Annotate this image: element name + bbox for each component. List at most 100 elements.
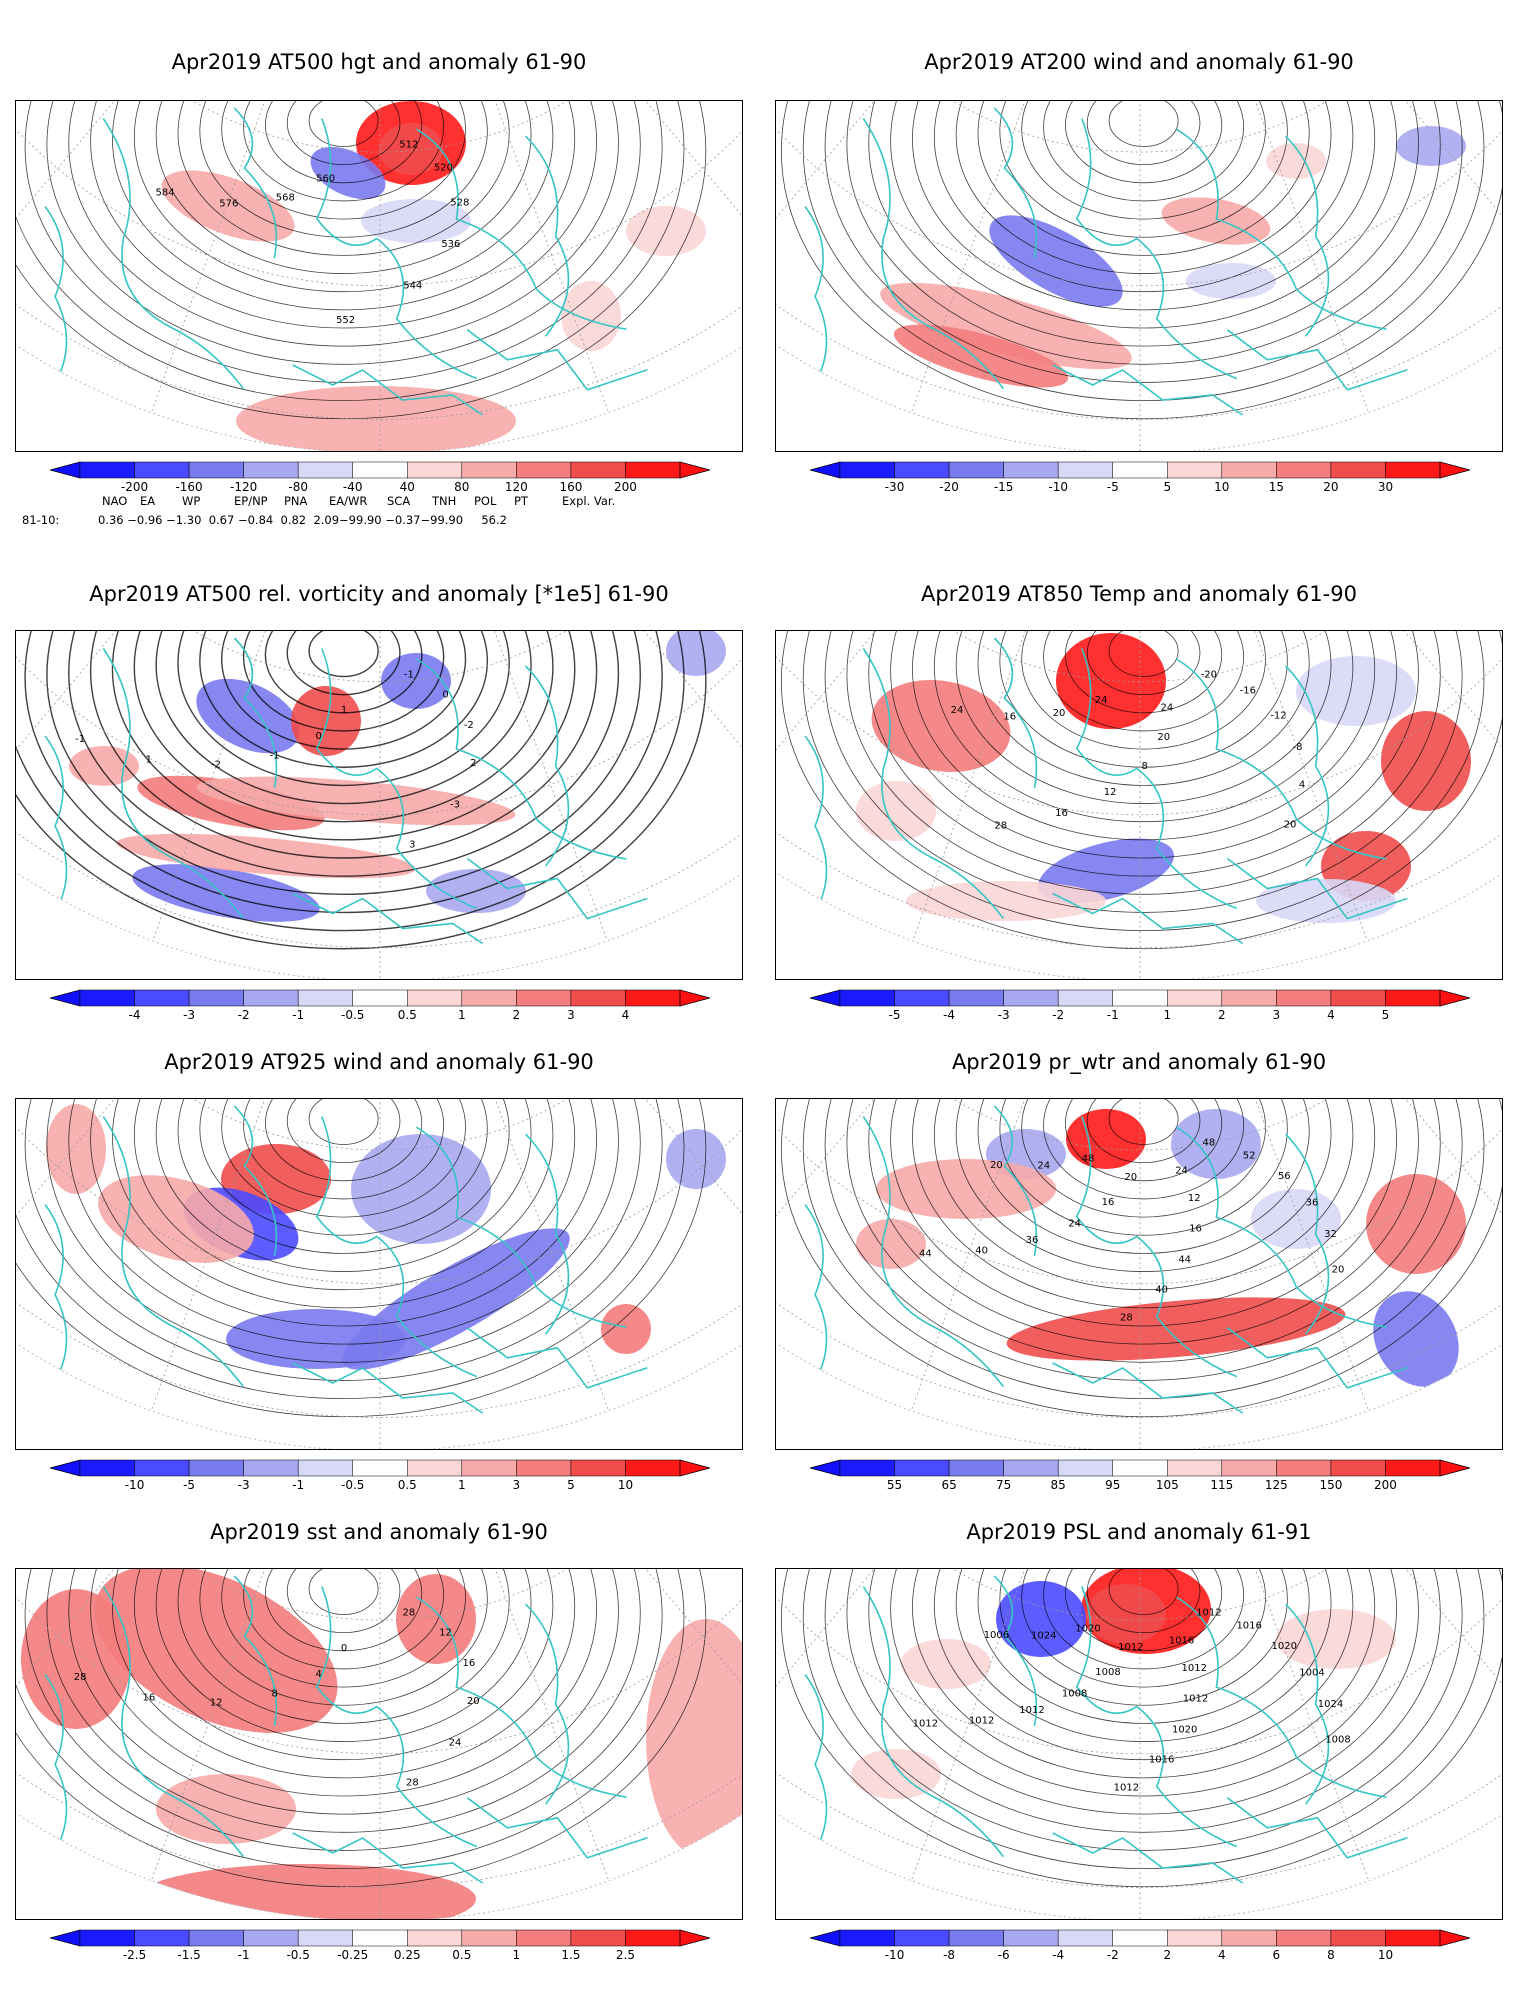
contour-label: 1016 [1169,1635,1194,1646]
contour-label: 12 [439,1627,452,1638]
anomaly-shading [1251,1189,1341,1249]
anomaly-shading [156,1774,296,1844]
coastline [415,1126,627,1328]
contour-label: 0 [315,731,321,742]
colorbar-bin [1003,1929,1059,1947]
coastline [102,1116,244,1388]
contour-label: 28 [74,1672,87,1683]
colorbar-bin [461,989,517,1007]
anomaly-shading [291,686,361,756]
colorbar-bin [1221,1929,1277,1947]
contour-label: 24 [1095,695,1108,706]
contour-label: 48 [1082,1154,1095,1165]
colorbar-bin [1167,461,1223,479]
coastline [862,118,1004,390]
coastline [315,118,478,380]
index-header: WP [182,494,201,508]
colorbar-tick-label: -0.5 [341,1478,365,1492]
contour-label: 24 [1037,1160,1050,1171]
coastline [1226,1797,1408,1859]
contour-label: 20 [990,1160,1003,1171]
contour-label: 1012 [1114,1783,1139,1794]
colorbar-bin [352,461,408,479]
coastline [292,1832,484,1884]
colorbar-tick-label: -15 [993,480,1014,494]
colorbar-tick-label: -1 [292,1478,305,1492]
coastline [804,1204,828,1391]
colorbar-bin [134,1929,190,1947]
colorbar-bin [625,461,681,479]
anomaly-shading [1396,126,1466,166]
colorbar-tick-label: 65 [941,1478,957,1492]
anomaly-shading [646,1619,742,1859]
contour-label: 20 [1157,732,1170,743]
coastline [1226,329,1408,391]
anomaly-shading [1366,1174,1466,1274]
panel-title: Apr2019 AT500 hgt and anomaly 61-90 [171,50,587,74]
polar-map-panel: -20 -16 -12 -8 4 20 24 20 8 12 16 28 24 20 16 24 [775,630,1503,980]
coastline [315,648,478,910]
colorbar-bin [894,1459,950,1477]
colorbar-tick-label: 30 [1377,480,1394,494]
anomaly-shading [1086,1584,1166,1644]
contour-label: 1008 [1325,1734,1350,1745]
coastline [804,206,828,393]
colorbar-tick-label: -8 [943,1948,956,1962]
panel-title: Apr2019 AT925 wind and anomaly 61-90 [164,1050,594,1074]
colorbar-tick-label: -30 [884,480,905,494]
anomaly-shading [1186,263,1276,299]
colorbar: -10 -8 -6 -4 -2 2 4 6 8 10 [810,1928,1470,1968]
coastline [1075,1116,1238,1378]
contour-label: 44 [1178,1254,1191,1265]
coastline [1175,128,1387,330]
colorbar-tick-label: -80 [288,480,308,494]
colorbar-tick-label: 0.5 [397,1478,417,1492]
contour-label: -8 [1293,742,1303,753]
anomaly-shading [876,1159,1056,1219]
coastline [862,1116,1004,1388]
colorbar-tick-label: -10 [124,1478,145,1492]
coastline [1052,1362,1244,1414]
anomaly-shading [626,206,706,256]
colorbar-tick-label: -2 [1052,1008,1065,1022]
colorbar-tick-label: -1 [292,1008,305,1022]
colorbar-bin [516,1459,572,1477]
contour-label: 16 [1102,1197,1115,1208]
colorbar-bin [352,1459,408,1477]
colorbar-tick-label: 1 [457,1478,466,1492]
colorbar-tick-label: 2 [1163,1948,1172,1962]
contour-label: -1 [404,669,414,680]
contour-label: 24 [951,705,964,716]
coastline [466,1797,648,1859]
colorbar-bin [570,1929,626,1947]
anomaly-shading [1056,633,1166,729]
anomaly-shading [98,1175,254,1263]
index-header: TNH [432,494,457,508]
coastline [993,1575,1038,1727]
teleconnection-indices: NAO EA WP EP/NP PNA EA/WR SCA TNH POL PT Expl. Var… [22,494,722,534]
coastline [1075,648,1238,910]
colorbar-bin [79,461,135,479]
coastline [233,1575,278,1727]
colorbar-bin [297,1929,353,1947]
colorbar-bin [948,1459,1004,1477]
anomaly-shading [396,1574,476,1664]
contour-label: 1012 [1196,1607,1221,1618]
index-header: PNA [284,494,308,508]
colorbar-tick-label: 6 [1272,1948,1281,1962]
colorbar-tick-label: 0.25 [393,1948,421,1962]
colorbar-bin [188,461,244,479]
coastline [993,107,1038,259]
colorbar-bin [1112,989,1168,1007]
panel-title: Apr2019 sst and anomaly 61-90 [210,1520,548,1544]
colorbar-bin [894,461,950,479]
colorbar-tick-label: 105 [1155,1478,1179,1492]
contour-label: -2 [464,720,474,731]
coastline [466,1327,648,1389]
coastline [44,735,68,922]
colorbar-bin [188,989,244,1007]
contour-label: 20 [1284,819,1297,830]
contour-label: 536 [441,239,460,250]
colorbar-tick-label: -0.5 [286,1948,310,1962]
colorbar-bin [1112,1929,1168,1947]
